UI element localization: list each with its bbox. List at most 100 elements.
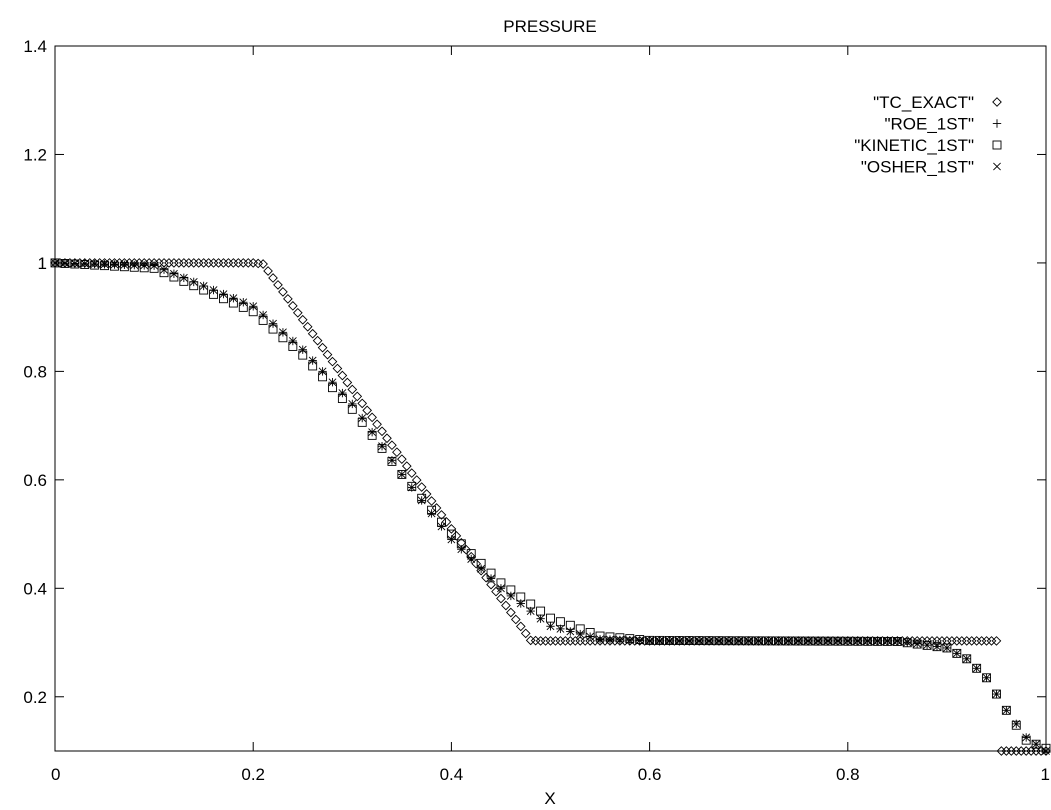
data-point bbox=[972, 664, 981, 673]
data-point bbox=[922, 640, 932, 650]
data-point bbox=[535, 636, 546, 646]
data-point bbox=[595, 631, 605, 641]
data-point bbox=[328, 378, 337, 387]
data-point bbox=[1021, 746, 1032, 756]
data-point bbox=[223, 258, 234, 268]
data-point bbox=[1001, 705, 1011, 715]
data-point bbox=[139, 263, 149, 273]
data-point bbox=[833, 636, 843, 646]
data-point bbox=[70, 259, 79, 268]
data-point bbox=[358, 414, 367, 422]
data-point bbox=[347, 384, 358, 395]
data-point bbox=[748, 636, 759, 646]
data-point bbox=[218, 258, 229, 268]
data-point bbox=[159, 268, 169, 278]
x-tick-label: 1 bbox=[1041, 765, 1050, 784]
data-point bbox=[882, 636, 892, 646]
data-point bbox=[427, 505, 437, 515]
data-point bbox=[867, 636, 878, 646]
data-point bbox=[714, 636, 724, 646]
data-point bbox=[199, 282, 208, 290]
data-point bbox=[665, 636, 674, 645]
data-point bbox=[734, 636, 744, 646]
data-point bbox=[417, 496, 426, 505]
data-point bbox=[754, 636, 764, 646]
data-point bbox=[565, 620, 575, 630]
data-point bbox=[545, 636, 556, 646]
data-point bbox=[798, 636, 809, 646]
data-point bbox=[824, 636, 832, 645]
data-point bbox=[956, 636, 967, 646]
data-point bbox=[327, 356, 338, 367]
data-point bbox=[624, 636, 635, 646]
data-point bbox=[669, 636, 680, 646]
data-point bbox=[302, 321, 313, 332]
data-point bbox=[51, 259, 59, 267]
data-point bbox=[183, 258, 194, 268]
data-point bbox=[659, 636, 670, 646]
data-point bbox=[318, 372, 328, 382]
data-point bbox=[60, 259, 69, 268]
y-tick-label: 0.8 bbox=[23, 362, 47, 381]
data-point bbox=[248, 307, 258, 317]
data-point bbox=[877, 636, 888, 646]
data-point bbox=[942, 643, 952, 653]
data-point bbox=[407, 483, 416, 492]
data-point bbox=[923, 641, 931, 650]
data-point bbox=[952, 648, 962, 658]
data-point bbox=[793, 636, 803, 646]
data-point bbox=[80, 259, 89, 268]
data-point bbox=[1016, 746, 1027, 756]
x-tick-label: 0.6 bbox=[638, 765, 662, 784]
data-point bbox=[912, 639, 922, 649]
data-point bbox=[278, 333, 288, 343]
data-point bbox=[520, 628, 531, 639]
data-point bbox=[992, 690, 1001, 698]
data-point bbox=[70, 259, 80, 269]
data-point bbox=[526, 599, 536, 609]
data-point bbox=[426, 496, 437, 506]
data-point bbox=[189, 277, 198, 286]
data-point bbox=[778, 636, 789, 646]
data-point bbox=[705, 636, 713, 645]
data-point bbox=[546, 613, 555, 623]
data-point bbox=[838, 636, 848, 646]
data-point bbox=[724, 636, 734, 646]
series-layer bbox=[50, 258, 1051, 756]
data-point bbox=[269, 319, 277, 328]
data-point bbox=[387, 440, 397, 451]
data-point bbox=[130, 261, 139, 270]
data-point bbox=[487, 574, 495, 583]
data-point bbox=[773, 636, 783, 646]
data-point bbox=[140, 261, 149, 270]
data-point bbox=[317, 342, 328, 353]
data-point bbox=[575, 636, 586, 646]
legend-marker bbox=[992, 119, 1002, 128]
data-point bbox=[674, 636, 684, 645]
data-point bbox=[560, 636, 571, 646]
data-point bbox=[179, 273, 188, 282]
data-point bbox=[406, 468, 417, 478]
data-point bbox=[372, 419, 382, 430]
data-point bbox=[961, 636, 972, 646]
legend-marker bbox=[993, 162, 1001, 171]
data-point bbox=[268, 273, 278, 283]
data-point bbox=[550, 636, 561, 646]
data-point bbox=[416, 482, 427, 492]
data-point bbox=[1006, 746, 1017, 756]
data-point bbox=[1032, 740, 1041, 749]
legend-label: "OSHER_1ST" bbox=[861, 158, 974, 177]
data-point bbox=[506, 607, 516, 618]
data-point bbox=[823, 636, 833, 646]
data-point bbox=[170, 269, 178, 278]
data-point bbox=[764, 636, 773, 646]
data-point bbox=[288, 300, 298, 311]
data-point bbox=[540, 636, 551, 646]
data-point bbox=[768, 636, 779, 646]
data-point bbox=[411, 475, 422, 485]
data-point bbox=[100, 260, 109, 269]
data-point bbox=[883, 636, 892, 645]
data-point bbox=[863, 636, 872, 645]
data-point bbox=[981, 636, 992, 646]
data-point bbox=[263, 266, 273, 276]
